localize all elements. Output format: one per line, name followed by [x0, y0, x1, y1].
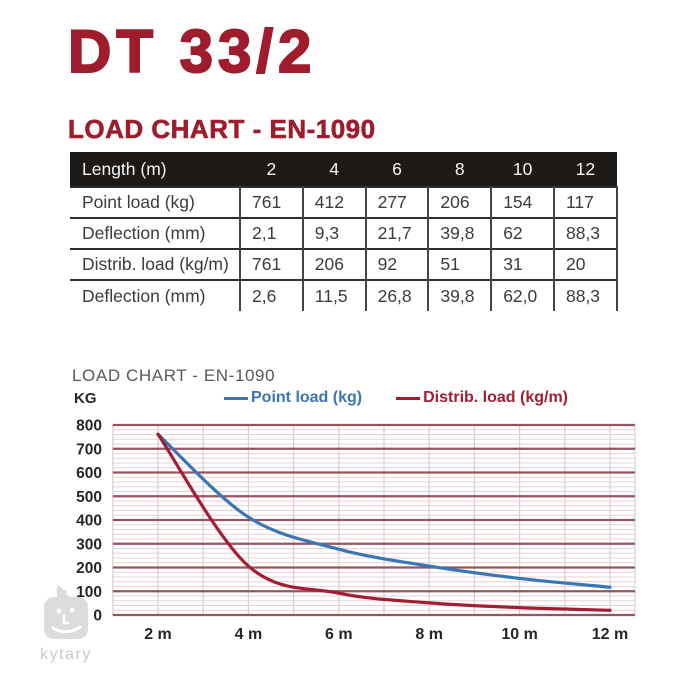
svg-text:600: 600 [76, 465, 102, 482]
table-cell: 9,3 [301, 218, 366, 249]
table-cell: 26,8 [364, 280, 429, 311]
page-title: DT 33/2 [67, 18, 317, 85]
row-label: Point load (kg) [82, 192, 195, 212]
table-cell: 11,5 [301, 280, 366, 311]
table-header-col: 10 [491, 152, 554, 187]
chart-title: LOAD CHART - EN-1090 [72, 366, 276, 385]
table-cell: 51 [427, 249, 492, 280]
table-cell: 62,0 [490, 280, 554, 311]
legend-label: Distrib. load (kg/m) [423, 389, 569, 406]
table-cell: 277 [364, 187, 429, 218]
svg-text:2 m: 2 m [144, 626, 172, 643]
svg-text:200: 200 [76, 560, 102, 577]
legend-item-distrib-load: Distrib. load (kg/m) [396, 389, 568, 407]
table-cell: 88,3 [552, 218, 618, 249]
svg-text:700: 700 [76, 441, 102, 458]
table-cell: 761 [239, 187, 303, 218]
row-label: Distrib. load (kg/m) [82, 254, 229, 274]
section-title: LOAD CHART - EN-1090 [68, 114, 376, 145]
svg-text:400: 400 [76, 513, 102, 530]
chart-legend: Point load (kg) Distrib. load (kg/m) [224, 389, 568, 407]
table-cell: 154 [490, 187, 554, 218]
svg-text:300: 300 [76, 536, 102, 553]
svg-text:12 m: 12 m [592, 626, 628, 643]
table-cell: 2,6 [239, 280, 303, 311]
series-line [156, 432, 612, 612]
table-header-row: Length (m) 2 4 6 8 10 12 [70, 152, 617, 187]
table-row: Deflection (mm) 2,1 9,3 21,7 39,8 62 88,… [70, 218, 618, 249]
legend-item-point-load: Point load (kg) [224, 389, 362, 407]
table-cell: 206 [301, 249, 366, 280]
table-cell: 88,3 [552, 280, 618, 311]
table-cell: 761 [239, 249, 303, 280]
table-cell: 62 [490, 218, 554, 249]
table-header-col: 12 [553, 152, 617, 187]
table-row: Point load (kg) 761 412 277 206 154 117 [70, 187, 618, 218]
load-line-chart: 0 100 200 300 400 500 600 700 800 2 m 4 m 6 m 8 m 10 … [76, 418, 636, 643]
table-cell: 39,8 [427, 280, 492, 311]
table-cell: 20 [552, 249, 618, 280]
svg-text:4 m: 4 m [235, 626, 263, 643]
legend-line-icon [224, 396, 248, 400]
table-cell: 117 [552, 187, 618, 218]
svg-text:100: 100 [76, 584, 102, 601]
row-label: Deflection (mm) [82, 223, 206, 243]
watermark-text: kytary [40, 646, 92, 663]
legend-label: Point load (kg) [251, 389, 363, 406]
legend-line-icon [396, 396, 421, 400]
table-header-label: Length (m) [70, 152, 240, 187]
table-header-col: 4 [302, 152, 366, 187]
table-row: Distrib. load (kg/m) 761 206 92 51 31 20 [70, 249, 618, 280]
table-row: Deflection (mm) 2,6 11,5 26,8 39,8 62,0 … [70, 280, 618, 311]
kytary-mascot-icon [44, 584, 88, 639]
table-cell: 31 [490, 249, 554, 280]
table-cell: 2,1 [239, 218, 303, 249]
series-line [156, 432, 612, 589]
table-cell: 412 [301, 187, 366, 218]
table-header-col: 8 [428, 152, 492, 187]
svg-text:10 m: 10 m [501, 626, 537, 643]
svg-text:6 m: 6 m [325, 626, 353, 643]
chart-y-axis-unit: KG [74, 390, 97, 407]
watermark: kytary [34, 583, 98, 664]
table-header-col: 2 [240, 152, 303, 187]
row-label: Deflection (mm) [82, 285, 206, 306]
table-cell: 92 [364, 249, 429, 280]
load-chart-table: Length (m) 2 4 6 8 10 12 Point load (kg)… [70, 152, 618, 311]
table-cell: 39,8 [427, 218, 492, 249]
svg-text:8 m: 8 m [415, 626, 443, 643]
table-cell: 206 [427, 187, 492, 218]
svg-text:500: 500 [76, 489, 102, 506]
table-header-col: 6 [365, 152, 429, 187]
svg-text:0: 0 [93, 608, 102, 625]
svg-text:800: 800 [76, 418, 102, 435]
table-cell: 21,7 [364, 218, 429, 249]
